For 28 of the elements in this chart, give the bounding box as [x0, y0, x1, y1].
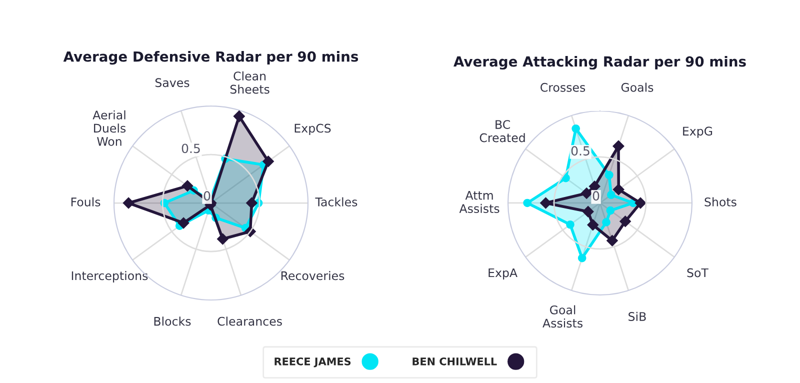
spoke-label: SoT: [687, 268, 708, 278]
y-tick-label: 0.5: [182, 144, 200, 154]
chart-title: Average Attacking Radar per 90 mins: [454, 56, 746, 70]
spoke-label: Clean Sheets: [230, 71, 270, 94]
spoke-label: ExpCS: [294, 124, 331, 135]
spoke-label: ExpA: [488, 268, 518, 280]
y-tick-label: 0: [592, 191, 600, 201]
spoke-label: Clearances: [218, 316, 282, 326]
y-tick-label: 0.5: [571, 146, 590, 156]
spoke-label: Interceptions: [72, 271, 148, 282]
spoke-label: Saves: [155, 78, 190, 88]
spoke-label: SiB: [628, 312, 646, 321]
spoke-label: ExpG: [683, 126, 712, 138]
y-tick-label: 0: [204, 191, 210, 201]
spoke-label: Shots: [704, 197, 736, 206]
spoke-label: Blocks: [154, 316, 191, 326]
spoke-label: Crosses: [540, 82, 586, 92]
spoke-label: Goal Assists: [542, 305, 582, 328]
spoke-label: Attm Assists: [459, 191, 500, 214]
chart-title: Average Defensive Radar per 90 mins: [63, 51, 358, 65]
spoke-label: BC Created: [480, 120, 525, 142]
spoke-label: Fouls: [71, 197, 100, 206]
spoke-label: Recoveries: [281, 271, 344, 280]
spoke-label: Tackles: [315, 197, 358, 206]
legend-label: BEN CHILWELL: [412, 357, 497, 366]
spoke-label: Goals: [621, 82, 654, 92]
spoke-label: Aerial Duels Won: [92, 110, 126, 146]
legend-label: REECE JAMES: [274, 357, 351, 368]
